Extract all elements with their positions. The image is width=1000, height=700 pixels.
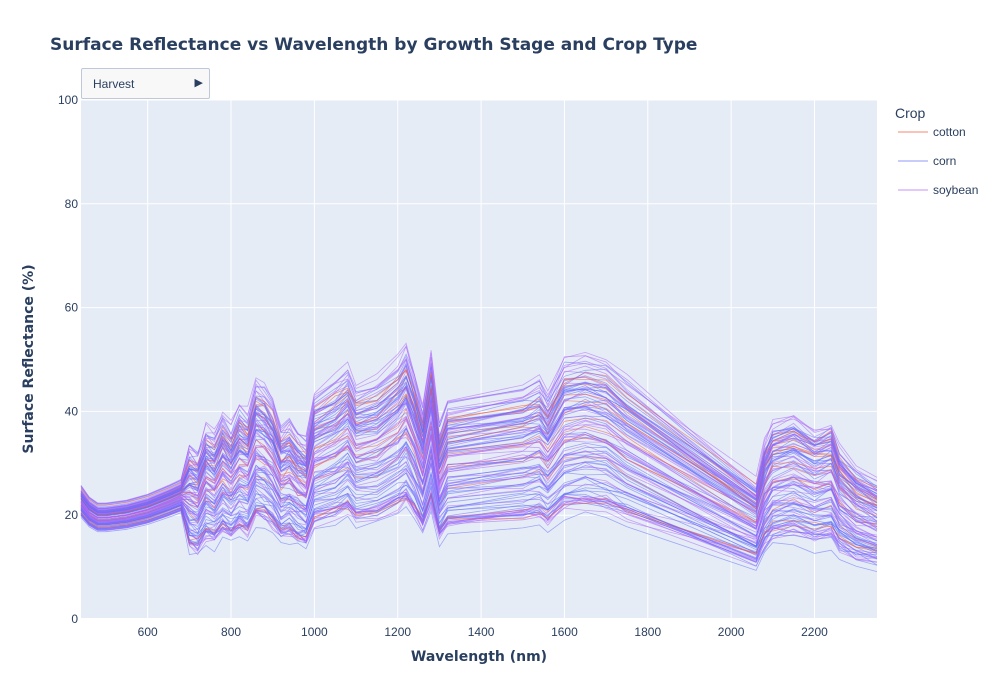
x-tick-label: 1000 xyxy=(301,625,328,639)
series-line-soybean xyxy=(80,432,878,532)
x-tick-label: 2000 xyxy=(718,625,745,639)
series-line-corn xyxy=(80,469,878,552)
series-line-soybean xyxy=(80,498,878,556)
legend-title: Crop xyxy=(895,105,926,121)
y-tick-label: 0 xyxy=(71,612,78,626)
x-tick-label: 1800 xyxy=(634,625,661,639)
series-line-corn xyxy=(80,376,878,513)
x-axis-title: Wavelength (nm) xyxy=(411,649,547,665)
legend-item-corn[interactable]: corn xyxy=(898,154,956,168)
x-axis-ticks: 600 800 1000 1200 1400 1600 1800 2000 2200 xyxy=(138,625,828,639)
y-tick-label: 40 xyxy=(65,404,79,418)
x-tick-label: 2200 xyxy=(801,625,828,639)
y-tick-label: 20 xyxy=(65,508,79,522)
series-line-soybean xyxy=(80,497,878,567)
series-line-cotton xyxy=(80,494,878,555)
series-line-soybean xyxy=(80,446,878,530)
series-line-corn xyxy=(80,480,878,560)
series-line-soybean xyxy=(80,415,878,524)
series-line-corn xyxy=(80,492,878,567)
series-line-soybean xyxy=(80,342,878,504)
series-line-soybean xyxy=(80,460,878,546)
x-tick-label: 1600 xyxy=(551,625,578,639)
series-line-corn xyxy=(80,396,878,515)
growth-stage-selected-label: Harvest xyxy=(93,77,135,91)
series-line-corn xyxy=(80,380,878,511)
y-axis-ticks: 0 20 40 60 80 100 xyxy=(58,93,78,626)
series-line-soybean xyxy=(80,434,878,532)
x-tick-label: 600 xyxy=(138,625,158,639)
x-tick-label: 800 xyxy=(221,625,241,639)
series-line-corn xyxy=(80,443,878,528)
triangle-right-icon: ▶ xyxy=(194,77,203,89)
series-line-corn xyxy=(80,477,878,554)
y-tick-label: 100 xyxy=(58,93,78,107)
series-line-soybean xyxy=(80,407,878,518)
series-line-soybean xyxy=(80,401,878,512)
series-line-soybean xyxy=(80,358,878,509)
legend-label-corn: corn xyxy=(933,154,956,168)
series-line-corn xyxy=(80,448,878,547)
series-line-corn xyxy=(80,353,878,505)
legend-item-soybean[interactable]: soybean xyxy=(898,183,978,197)
chart-title: Surface Reflectance vs Wavelength by Gro… xyxy=(50,35,697,55)
legend: Crop cotton corn soybean xyxy=(895,105,978,197)
series-line-soybean xyxy=(80,397,878,512)
series-line-corn xyxy=(80,375,878,512)
series-line-corn xyxy=(80,506,878,572)
series-line-cotton xyxy=(80,416,878,516)
series-line-corn xyxy=(80,376,878,509)
series-line-soybean xyxy=(80,445,878,542)
legend-label-cotton: cotton xyxy=(933,125,966,139)
series-line-soybean xyxy=(80,465,878,539)
series-line-corn xyxy=(80,364,878,508)
legend-item-cotton[interactable]: cotton xyxy=(898,125,966,139)
y-axis-title: Surface Reflectance (%) xyxy=(21,264,37,453)
series-line-cotton xyxy=(80,369,878,506)
series-line-soybean xyxy=(80,355,878,509)
series-line-corn xyxy=(80,484,878,557)
x-tick-label: 1400 xyxy=(468,625,495,639)
series-line-soybean xyxy=(80,387,878,510)
y-tick-label: 60 xyxy=(65,301,79,315)
y-tick-label: 80 xyxy=(65,197,79,211)
series-line-corn xyxy=(80,468,878,553)
series-line-cotton xyxy=(80,387,878,515)
series-line-corn xyxy=(80,427,878,530)
series-line-corn xyxy=(80,493,878,563)
series-lines-layer xyxy=(80,342,878,572)
x-tick-label: 1200 xyxy=(384,625,411,639)
growth-stage-dropdown[interactable]: Harvest ▶ xyxy=(81,68,210,99)
legend-label-soybean: soybean xyxy=(933,183,978,197)
